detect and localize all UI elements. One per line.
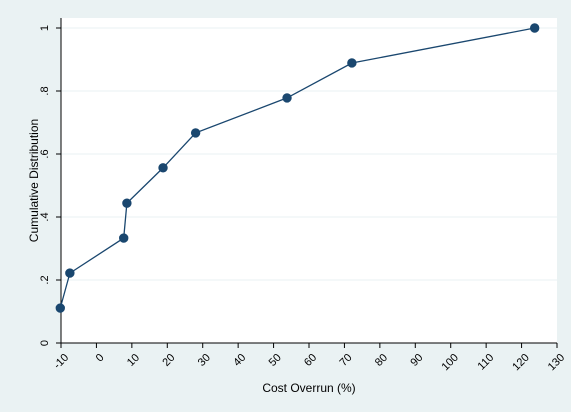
data-point-3 xyxy=(122,198,132,208)
y-tick-label-3: .6 xyxy=(39,149,51,158)
data-point-7 xyxy=(347,58,357,68)
data-point-2 xyxy=(119,233,129,243)
data-point-1 xyxy=(65,268,75,278)
plot-area-background xyxy=(61,18,557,343)
data-point-0 xyxy=(55,303,65,313)
x-axis-title: Cost Overrun (%) xyxy=(262,381,355,395)
data-point-4 xyxy=(158,163,168,173)
y-tick-label-1: .2 xyxy=(39,275,51,284)
y-tick-label-5: 1 xyxy=(39,25,51,31)
y-tick-label-0: 0 xyxy=(39,340,51,346)
data-point-8 xyxy=(529,23,540,33)
y-axis-ticks: 0 .2 .4 .6 .8 1 xyxy=(39,25,61,346)
y-tick-label-4: .8 xyxy=(39,86,51,95)
data-point-5 xyxy=(190,128,201,138)
series-layer xyxy=(55,23,540,313)
y-axis-title: Cumulative Distribution xyxy=(27,119,41,242)
y-tick-label-2: .4 xyxy=(39,212,51,221)
data-point-6 xyxy=(282,93,292,103)
